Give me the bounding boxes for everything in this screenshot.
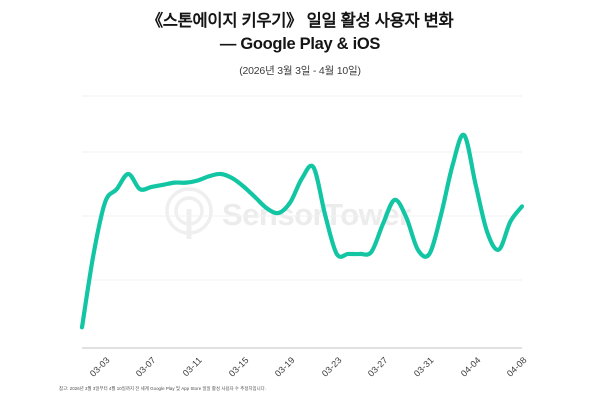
x-axis-tick-04-08: 04-08	[504, 355, 529, 379]
chart-header: 《스톤에이지 키우기》 일일 활성 사용자 변화 — Google Play &…	[0, 10, 600, 78]
page-title-line-1: 《스톤에이지 키우기》 일일 활성 사용자 변화	[146, 12, 454, 30]
gridlines	[82, 95, 522, 281]
x-axis-tick-03-23: 03-23	[319, 355, 344, 379]
x-axis-tick-04-04: 04-04	[458, 355, 483, 379]
x-axis-tick-03-31: 03-31	[412, 355, 436, 379]
dau-line-series	[79, 132, 525, 330]
chart-footnote: 참고: 2026년 3월 3일부터 4월 10일까지 전 세계 Google P…	[59, 386, 267, 391]
x-axis-tick-03-15: 03-15	[226, 355, 251, 379]
x-axis-tick-03-19: 03-19	[273, 355, 297, 379]
chart-subtitle: (2026년 3월 3일 - 4월 10일)	[239, 65, 361, 77]
page-title-line-2: — Google Play & iOS	[219, 35, 381, 53]
x-axis-tick-03-07: 03-07	[134, 355, 158, 379]
watermark-text: SensorTower	[222, 196, 411, 232]
watermark: SensorTower	[162, 186, 442, 242]
x-axis-tick-03-11: 03-11	[180, 355, 204, 379]
x-axis-tick-03-27: 03-27	[365, 355, 390, 379]
sensortower-logo-icon	[165, 187, 213, 239]
x-axis-tick-03-03: 03-03	[87, 355, 112, 379]
